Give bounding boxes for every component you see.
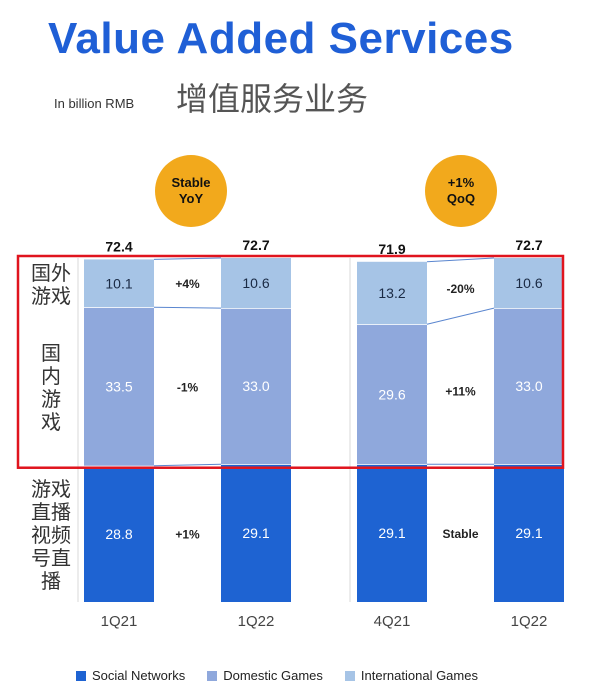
x-tick-label-2: 1Q22 [238,613,275,630]
legend-label-international: International Games [360,668,478,683]
data-label-social-1: 28.8 [105,526,132,542]
data-label-domestic-2: 33.0 [242,378,269,394]
change-label-international-1: +4% [175,277,200,291]
bar-segment-social-2 [221,464,291,602]
data-label-social-3: 29.1 [378,525,405,541]
bar-segment-domestic-3 [357,324,427,465]
data-label-social-4: 29.1 [515,525,542,541]
legend-label-social: Social Networks [92,668,186,683]
connector-line [426,257,495,263]
total-label-3: 71.9 [378,241,405,257]
chart-legend: Social Networks Domestic Games Internati… [76,668,478,683]
qoq-badge-line2: QoQ [446,191,476,206]
legend-item-social: Social Networks [76,668,185,683]
change-label-social-2: Stable [442,527,478,541]
yoy-badge-line2: YoY [178,191,204,206]
yoy-badge: Stable YoY [155,155,227,227]
row-label-international: 国外 游戏 [31,261,71,308]
stacked-bar-chart: 28.8 33.5 10.1 72.4 1Q21 29.1 33.0 10.6 72.7 1Q22… [16,237,565,630]
total-label-1: 72.4 [105,238,132,254]
row-label-social: 游戏 直播 视频 号直 播 [31,477,71,593]
data-label-domestic-4: 33.0 [515,378,542,394]
bar-segment-social-3 [357,464,427,602]
x-tick-label-3: 4Q21 [374,613,411,630]
highlight-box [16,254,565,469]
x-tick-label-1: 1Q21 [101,613,138,630]
data-label-international-1: 10.1 [105,275,132,291]
bar-segment-social-1 [84,465,154,602]
connector-line [153,463,222,467]
bar-segment-international-4 [494,258,564,309]
change-label-international-2: -20% [446,282,474,296]
data-label-international-2: 10.6 [242,275,269,291]
connector-line [153,257,222,260]
connector-line [153,306,222,309]
bar-segment-domestic-4 [494,308,564,465]
change-label-social-1: +1% [175,528,200,542]
bar-segment-international-2 [221,258,291,309]
legend-swatch-social [76,670,86,681]
x-tick-label-4: 1Q22 [511,613,548,630]
qoq-badge: +1% QoQ [425,155,497,227]
data-label-social-2: 29.1 [242,525,269,541]
total-label-4: 72.7 [515,237,542,253]
change-label-domestic-2: +11% [445,384,476,398]
legend-label-domestic: Domestic Games [223,668,323,683]
bar-segment-domestic-1 [84,307,154,466]
data-label-international-4: 10.6 [515,275,542,291]
page-title: Value Added Services [48,14,514,63]
data-label-international-3: 13.2 [378,285,405,301]
legend-item-international: International Games [344,668,478,683]
legend-swatch-domestic [207,670,218,681]
bar-segment-domestic-2 [221,308,291,465]
page-subtitle-cn: 增值服务业务 [176,80,369,118]
data-label-domestic-3: 29.6 [378,386,405,402]
legend-swatch-international [344,670,355,681]
bar-segment-international-3 [357,261,427,325]
legend-item-domestic: Domestic Games [207,668,323,683]
change-label-domestic-1: -1% [177,380,199,394]
data-label-domestic-1: 33.5 [105,378,132,394]
total-label-2: 72.7 [242,237,269,253]
qoq-badge-line1: +1% [447,175,475,190]
unit-label: In billion RMB [54,96,135,111]
bar-segment-international-1 [84,259,154,308]
yoy-badge-line1: Stable [171,175,211,190]
row-label-domestic: 国 内 游 戏 [41,341,61,434]
connector-line [426,307,495,325]
bar-segment-social-4 [494,464,564,602]
